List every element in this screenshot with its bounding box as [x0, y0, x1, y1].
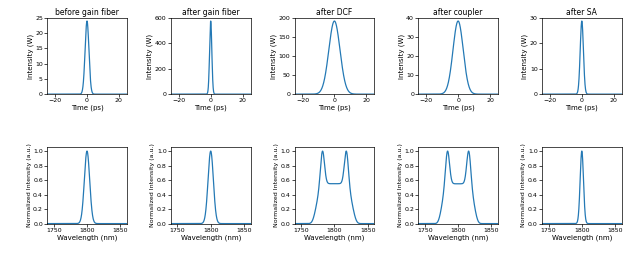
X-axis label: Wavelength (nm): Wavelength (nm)	[551, 234, 612, 241]
X-axis label: Wavelength (nm): Wavelength (nm)	[180, 234, 241, 241]
X-axis label: Time (ps): Time (ps)	[441, 105, 475, 111]
Y-axis label: Intensity (W): Intensity (W)	[398, 33, 405, 79]
Y-axis label: Normalized Intensity (a.u.): Normalized Intensity (a.u.)	[521, 144, 526, 227]
X-axis label: Time (ps): Time (ps)	[194, 105, 227, 111]
Y-axis label: Intensity (W): Intensity (W)	[27, 33, 34, 79]
X-axis label: Time (ps): Time (ps)	[318, 105, 351, 111]
Y-axis label: Normalized Intensity (a.u.): Normalized Intensity (a.u.)	[26, 144, 31, 227]
X-axis label: Wavelength (nm): Wavelength (nm)	[428, 234, 489, 241]
Y-axis label: Intensity (W): Intensity (W)	[522, 33, 529, 79]
Y-axis label: Normalized Intensity (a.u.): Normalized Intensity (a.u.)	[274, 144, 279, 227]
Y-axis label: Intensity (W): Intensity (W)	[271, 33, 277, 79]
Title: before gain fiber: before gain fiber	[55, 8, 119, 17]
X-axis label: Time (ps): Time (ps)	[70, 105, 104, 111]
Title: after SA: after SA	[566, 8, 597, 17]
X-axis label: Wavelength (nm): Wavelength (nm)	[57, 234, 117, 241]
Y-axis label: Normalized Intensity (a.u.): Normalized Intensity (a.u.)	[398, 144, 403, 227]
Title: after DCF: after DCF	[317, 8, 352, 17]
Y-axis label: Normalized Intensity (a.u.): Normalized Intensity (a.u.)	[150, 144, 155, 227]
X-axis label: Time (ps): Time (ps)	[565, 105, 598, 111]
Title: after gain fiber: after gain fiber	[182, 8, 239, 17]
Title: after coupler: after coupler	[433, 8, 483, 17]
Y-axis label: Intensity (W): Intensity (W)	[147, 33, 153, 79]
X-axis label: Wavelength (nm): Wavelength (nm)	[304, 234, 365, 241]
